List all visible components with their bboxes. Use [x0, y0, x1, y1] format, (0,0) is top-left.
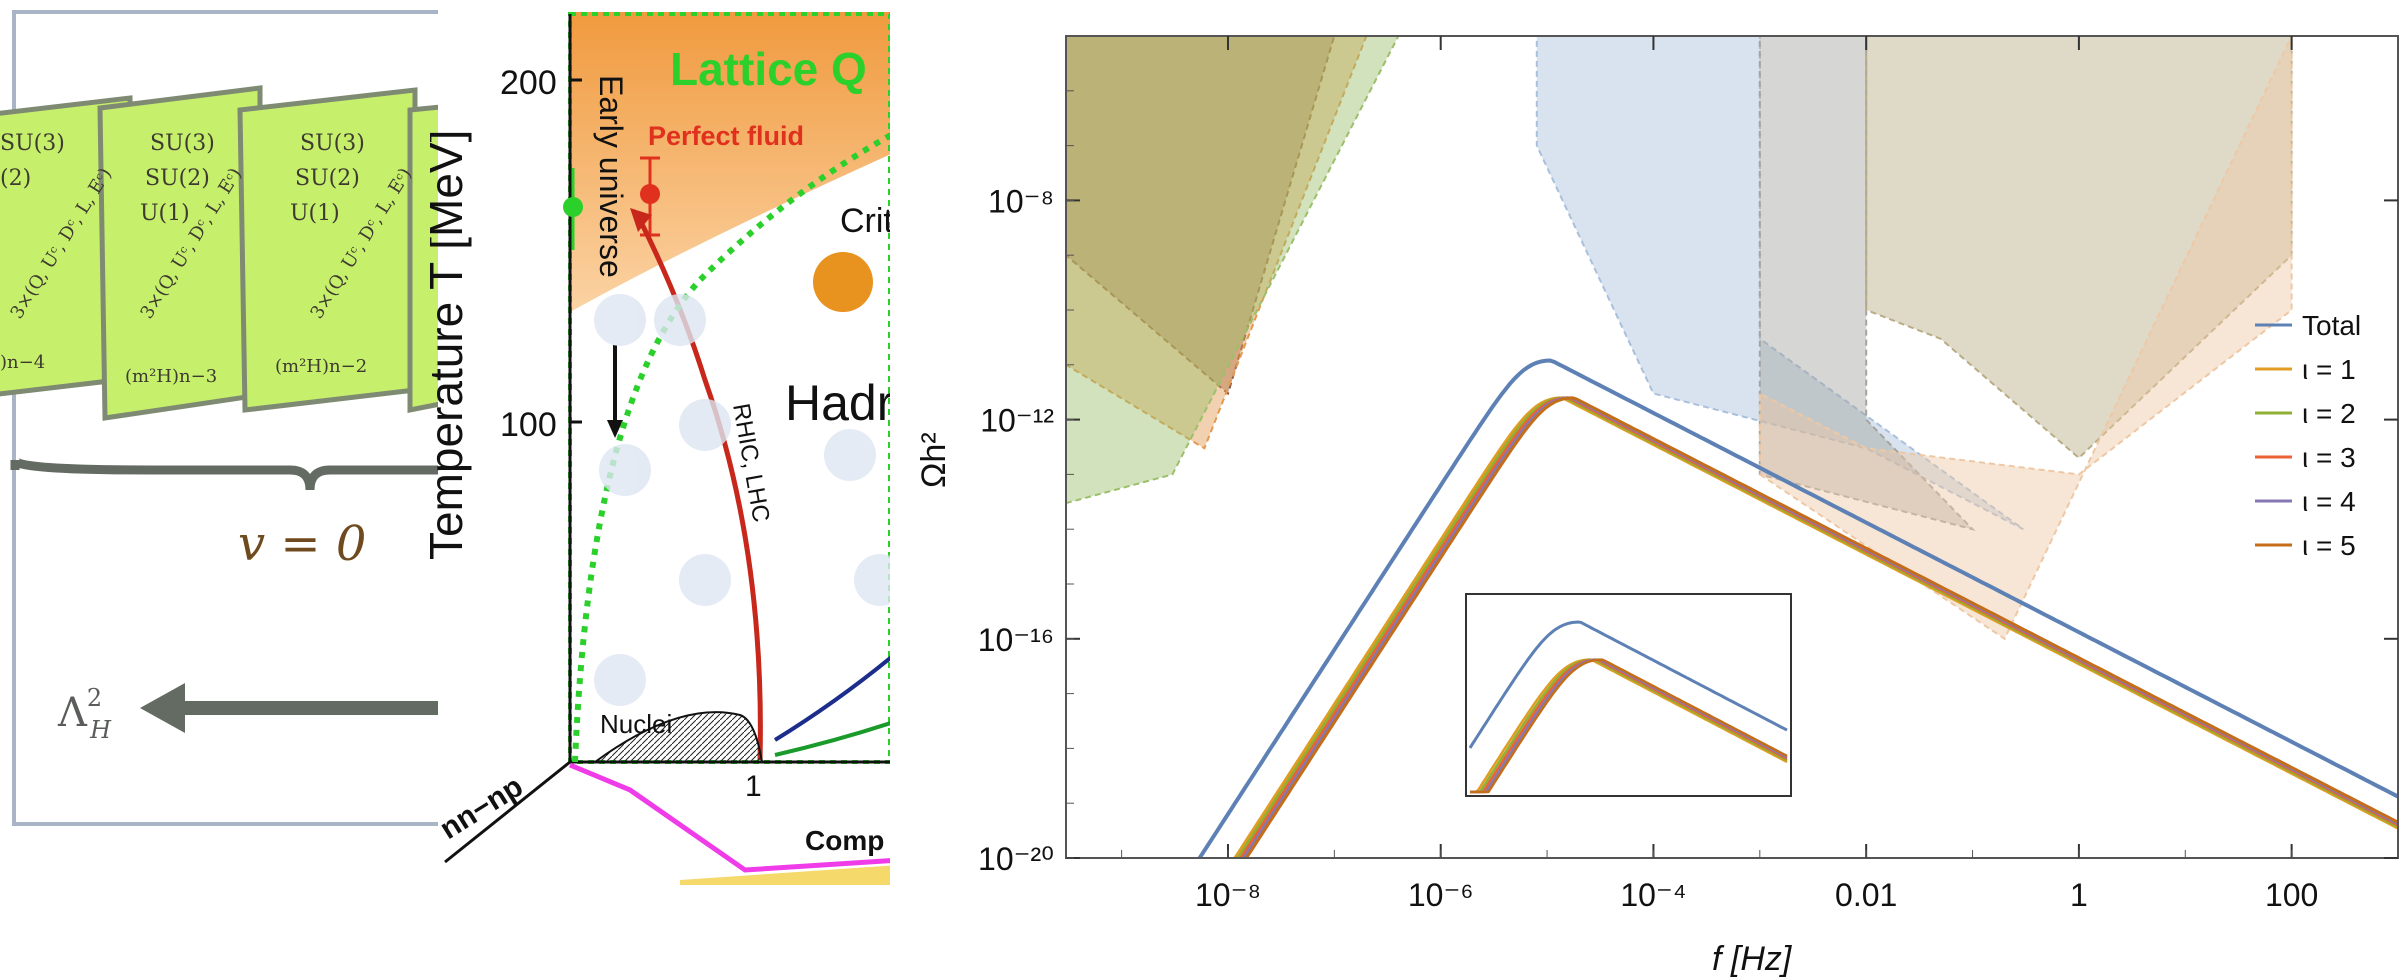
- card-1-line-4: (m²H)n−3: [125, 366, 217, 387]
- card-1-line-2: U(1): [140, 201, 190, 226]
- legend-label-3: ι = 3: [2302, 442, 2356, 473]
- mid-xtick-1: 1: [745, 770, 762, 803]
- card-0-line-1: (2): [0, 166, 31, 191]
- critical-point: [813, 252, 873, 312]
- comp-label: Comp: [805, 825, 884, 856]
- x-tick-label-5: 100: [2265, 877, 2318, 913]
- sensitivity-region-5: [1865, 36, 2293, 460]
- sensitivity-region-2: [1066, 36, 1400, 505]
- gw-chart: 10⁻⁸ 10⁻⁶ 10⁻⁴ 0.01 1 10010⁻⁸10⁻¹²10⁻¹⁶10⁻²⁰ …: [915, 35, 2399, 978]
- magenta-line: [569, 762, 890, 873]
- y-tick-label-2: 10⁻¹⁶: [978, 622, 1054, 658]
- orange-region-edge: [570, 154, 890, 312]
- x-tick-label-1: 10⁻⁶: [1408, 877, 1474, 913]
- card-1-line-0: SU(3): [150, 131, 215, 156]
- brace: [10, 457, 438, 491]
- brace-label: v = 0: [238, 516, 366, 572]
- series-line-5: [1244, 396, 2398, 858]
- sensitivity-region-1: [1066, 36, 1368, 450]
- plot-frame: [1065, 35, 2399, 859]
- critical-label: Crit: [840, 202, 893, 240]
- x-tick-label-0: 10⁻⁸: [1195, 877, 1261, 913]
- card-2-line-2: U(1): [290, 201, 340, 226]
- y-tick-label-1: 10⁻¹²: [980, 403, 1054, 439]
- nuclei-label: Nuclei: [600, 709, 672, 739]
- series-lines: [1197, 358, 2398, 858]
- y-tick-label-3: 10⁻²⁰: [978, 841, 1054, 877]
- left-panel: SU(3) SU(2) U(1) 3×(Q, Uᶜ, Dᶜ, L, Eᶜ) (m…: [0, 10, 438, 826]
- mid-ytick-200: 200: [500, 64, 557, 102]
- series-line-0: [1197, 358, 2398, 858]
- inset-line-5: [1470, 658, 1788, 794]
- lambda-arrow-head: [140, 683, 185, 733]
- cooling-arrow-head: [607, 420, 623, 438]
- rhic-arrow-head: [630, 208, 652, 232]
- card-stack: SU(3) SU(2) U(1) 3×(Q, Uᶜ, Dᶜ, L, Eᶜ) (m…: [0, 85, 438, 421]
- sensitivity-region-6: [1758, 36, 2293, 641]
- sensitivity-regions: [1066, 36, 2293, 641]
- nuclei-region: [591, 711, 764, 763]
- early-universe-point: [563, 197, 583, 217]
- card-2-line-4: (m²H)n−2: [275, 356, 367, 377]
- legend-label-4: ι = 4: [2302, 486, 2356, 517]
- legend-label-2: ι = 2: [2302, 398, 2356, 429]
- mid-ytick-100: 100: [500, 406, 557, 444]
- perfect-fluid-label: Perfect fluid: [648, 121, 804, 151]
- hadron-particles: [594, 294, 890, 706]
- legend: Total ι = 1 ι = 2 ι = 3 ι = 4 ι = 5: [2255, 310, 2361, 561]
- axis-ticks: 10⁻⁸ 10⁻⁶ 10⁻⁴ 0.01 1 100 10⁻⁸ 10⁻¹² 10⁻¹⁶ 10⁻²⁰: [978, 35, 2399, 913]
- y-axis-label: Ωh²: [915, 432, 953, 488]
- hadron-label: Hadr: [785, 375, 893, 431]
- blue-curve: [773, 655, 890, 742]
- middle-panel: 200 100 1 Temperature T [MeV] nn−np Latt…: [420, 12, 893, 885]
- y-tick-label-0: 10⁻⁸: [988, 183, 1054, 219]
- rhic-label: RHIC, LHC: [727, 401, 774, 524]
- mid-y-axis-label: Temperature T [MeV]: [420, 130, 472, 560]
- inset-line-0: [1468, 620, 1788, 749]
- card-3: [407, 104, 438, 414]
- inset-lines: [1468, 620, 1788, 794]
- inset-line-2: [1470, 658, 1788, 794]
- card-2-line-0: SU(3): [300, 131, 365, 156]
- x-tick-label-3: 0.01: [1835, 877, 1897, 913]
- card-0-line-3: )n−4: [0, 352, 45, 373]
- green-curve: [774, 721, 890, 757]
- lattice-label: Lattice Q: [670, 43, 867, 95]
- lambda-label: Λ2 H: [57, 684, 112, 744]
- x-tick-label-2: 10⁻⁴: [1620, 877, 1686, 913]
- legend-label-1: ι = 1: [2302, 354, 2356, 385]
- x-axis-label: f [Hz]: [1712, 940, 1793, 978]
- x-tick-label-4: 1: [2070, 877, 2088, 913]
- legend-label-0: Total: [2302, 310, 2361, 341]
- inset-frame: [1465, 593, 1792, 797]
- sensitivity-region-4: [1758, 36, 1976, 532]
- early-universe-label: Early universe: [593, 75, 629, 278]
- perfect-fluid-point: [640, 184, 660, 204]
- card-2-line-1: SU(2): [295, 166, 360, 191]
- diag-axis: [444, 760, 571, 864]
- card-0-line-0: SU(3): [0, 131, 65, 156]
- yellow-band: [680, 865, 890, 885]
- card-1-line-1: SU(2): [145, 166, 210, 191]
- legend-label-5: ι = 5: [2302, 530, 2356, 561]
- sensitivity-region-0: [1066, 36, 1336, 396]
- inset-line-1: [1470, 658, 1788, 794]
